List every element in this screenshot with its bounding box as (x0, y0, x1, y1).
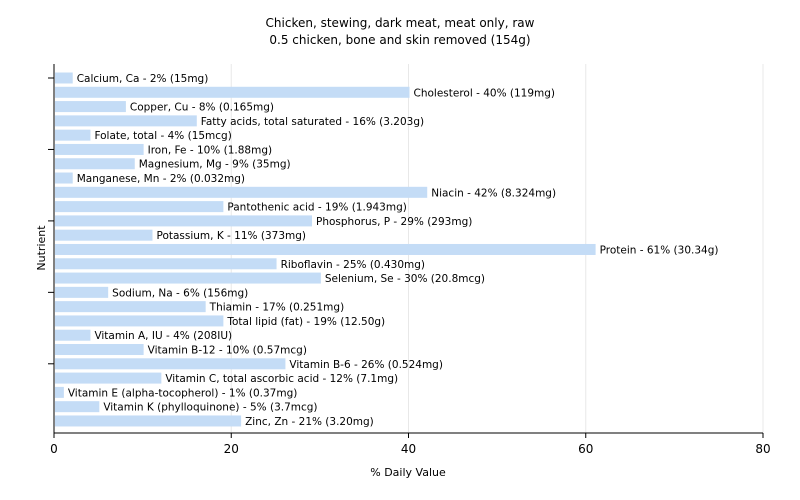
bar-label: Vitamin B-12 - 10% (0.57mcg) (148, 345, 307, 357)
bar (55, 258, 277, 270)
bar-label: Vitamin C, total ascorbic acid - 12% (7.… (165, 373, 398, 385)
bar-label: Potassium, K - 11% (373mg) (156, 230, 306, 242)
bar (55, 143, 144, 155)
bar (55, 172, 73, 184)
chart-subtitle: 0.5 chicken, bone and skin removed (154g… (269, 33, 530, 47)
chart-title: Chicken, stewing, dark meat, meat only, … (266, 16, 535, 30)
bar-label: Fatty acids, total saturated - 16% (3.20… (201, 116, 424, 128)
bar-label: Niacin - 42% (8.324mg) (431, 187, 556, 199)
bar-label: Protein - 61% (30.34g) (600, 244, 719, 256)
bar-label: Pantothenic acid - 19% (1.943mg) (227, 202, 406, 214)
bar (55, 101, 126, 113)
x-tick-label: 40 (401, 442, 416, 456)
bar (55, 215, 313, 227)
bar-label: Copper, Cu - 8% (0.165mg) (130, 102, 274, 114)
bar-label: Magnesium, Mg - 9% (35mg) (139, 159, 291, 171)
bar-label: Selenium, Se - 30% (20.8mcg) (325, 273, 485, 285)
bar-label: Folate, total - 4% (15mcg) (94, 130, 231, 142)
bar-label: Vitamin A, IU - 4% (208IU) (94, 330, 232, 342)
bar-label: Vitamin K (phylloquinone) - 5% (3.7mcg) (103, 402, 317, 414)
bar-label: Manganese, Mn - 2% (0.032mg) (77, 173, 245, 185)
bar-label: Calcium, Ca - 2% (15mg) (77, 73, 209, 85)
bar-labels-group: Calcium, Ca - 2% (15mg) Cholesterol - 40%… (68, 73, 719, 428)
bar (55, 201, 224, 213)
bar (55, 72, 73, 84)
bar (55, 286, 109, 298)
bar (55, 329, 91, 341)
x-tick-labels: 0 20 40 60 80 (50, 433, 771, 456)
y-axis-title: Nutrient (35, 225, 48, 271)
bar-label: Vitamin B-6 - 26% (0.524mg) (289, 359, 443, 371)
bar (55, 358, 286, 370)
bar (55, 344, 144, 356)
bar-label: Cholesterol - 40% (119mg) (414, 87, 556, 99)
bar-label: Sodium, Na - 6% (156mg) (112, 287, 248, 299)
bar (55, 272, 321, 284)
bar-label: Zinc, Zn - 21% (3.20mg) (245, 416, 374, 428)
bar-label: Iron, Fe - 10% (1.88mg) (148, 144, 272, 156)
x-tick-label: 80 (755, 442, 770, 456)
x-axis-title: % Daily Value (370, 466, 446, 479)
bar (55, 115, 197, 127)
bar (55, 315, 224, 327)
bar (55, 158, 135, 170)
bars-group (55, 72, 596, 427)
bar-label: Vitamin E (alpha-tocopherol) - 1% (0.37m… (68, 387, 297, 399)
bar (55, 415, 242, 427)
bar (55, 186, 428, 198)
bar (55, 372, 162, 384)
x-tick-label: 60 (578, 442, 593, 456)
bar-label: Total lipid (fat) - 19% (12.50g) (226, 316, 385, 328)
bar (55, 243, 596, 255)
bar-label: Riboflavin - 25% (0.430mg) (281, 259, 425, 271)
x-tick-label: 0 (50, 442, 58, 456)
bar-label: Phosphorus, P - 29% (293mg) (316, 216, 472, 228)
bar (55, 301, 206, 313)
bar-label: Thiamin - 17% (0.251mg) (209, 302, 345, 314)
bar (55, 386, 64, 398)
bar (55, 401, 100, 413)
bar (55, 129, 91, 141)
x-tick-label: 20 (224, 442, 239, 456)
bar (55, 229, 153, 241)
bar (55, 86, 410, 98)
